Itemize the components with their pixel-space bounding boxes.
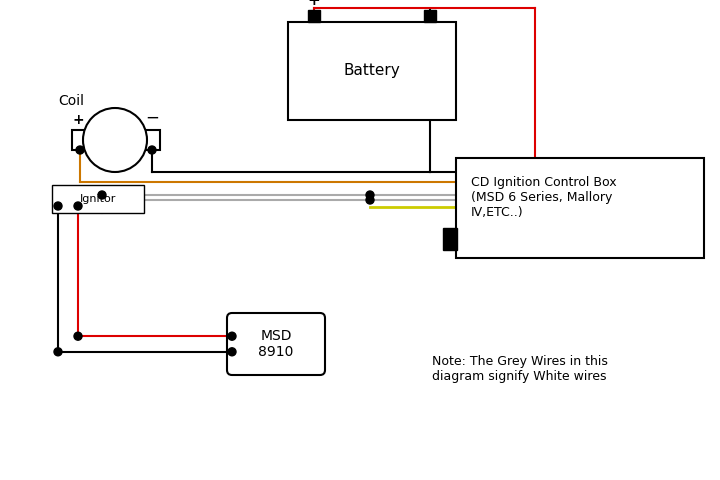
- Circle shape: [98, 191, 106, 199]
- Circle shape: [366, 196, 374, 204]
- FancyBboxPatch shape: [52, 185, 144, 213]
- Text: Note: The Grey Wires in this
diagram signify White wires: Note: The Grey Wires in this diagram sig…: [432, 355, 608, 383]
- FancyBboxPatch shape: [424, 10, 436, 22]
- Text: Battery: Battery: [343, 63, 400, 79]
- Circle shape: [54, 348, 62, 356]
- Text: Coil: Coil: [58, 94, 84, 108]
- Circle shape: [148, 146, 156, 154]
- Circle shape: [228, 348, 236, 356]
- FancyBboxPatch shape: [288, 22, 456, 120]
- FancyBboxPatch shape: [227, 313, 325, 375]
- FancyBboxPatch shape: [72, 130, 160, 150]
- Circle shape: [74, 202, 82, 210]
- Circle shape: [228, 332, 236, 340]
- Text: −: −: [145, 109, 159, 127]
- Circle shape: [83, 108, 147, 172]
- FancyBboxPatch shape: [308, 10, 320, 22]
- FancyBboxPatch shape: [443, 228, 457, 250]
- Circle shape: [74, 332, 82, 340]
- Text: +: +: [307, 0, 320, 8]
- Circle shape: [76, 146, 84, 154]
- Circle shape: [366, 191, 374, 199]
- Text: Ignitor: Ignitor: [80, 194, 116, 204]
- FancyBboxPatch shape: [456, 158, 704, 258]
- Text: MSD
8910: MSD 8910: [258, 329, 294, 359]
- Circle shape: [54, 202, 62, 210]
- Text: −: −: [423, 0, 438, 8]
- Text: CD Ignition Control Box
(MSD 6 Series, Mallory
IV,ETC..): CD Ignition Control Box (MSD 6 Series, M…: [471, 176, 616, 219]
- Text: +: +: [72, 113, 84, 127]
